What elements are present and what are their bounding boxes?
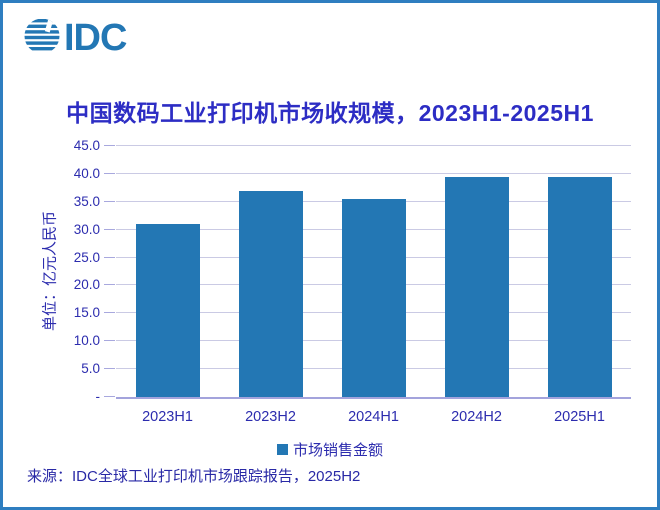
gridline — [116, 172, 631, 174]
y-axis-tick — [104, 396, 115, 397]
plot-area: 2023H1 2023H2 2024H1 2024H2 2025H1 - 5.0 10.0 1… — [74, 138, 631, 425]
y-tick-label: 30.0 — [73, 221, 100, 237]
y-axis-tick — [104, 256, 115, 258]
bar-2024H2 — [444, 176, 509, 397]
legend: 市场销售金额 — [3, 439, 657, 460]
y-axis-tick — [104, 228, 115, 230]
idc-logo-text: IDC — [64, 17, 127, 57]
source-note: 来源：IDC全球工业打印机市场跟踪报告，2025H2 — [27, 468, 361, 485]
bar-2023H1 — [135, 224, 200, 397]
y-tick-label: - — [95, 389, 101, 404]
bar-2025H1 — [547, 177, 612, 397]
y-axis-tick — [104, 284, 115, 286]
y-tick-label: 35.0 — [73, 193, 100, 209]
y-axis-tick — [104, 172, 115, 174]
y-tick-label: 5.0 — [81, 361, 100, 377]
x-tick-label: 2024H2 — [451, 409, 502, 425]
y-axis-tick — [104, 145, 115, 146]
x-tick-label: 2025H1 — [554, 409, 605, 425]
gridline — [116, 145, 631, 146]
globe-icon — [24, 18, 60, 51]
y-tick-label: 15.0 — [73, 305, 100, 321]
legend-label: 市场销售金额 — [292, 442, 383, 459]
x-tick-label: 2023H1 — [142, 409, 193, 425]
x-axis-labels: 2023H1 2023H2 2024H1 2024H2 2025H1 — [116, 409, 631, 425]
y-tick-label: 40.0 — [73, 165, 100, 181]
chart-title: 中国数码工业打印机市场收规模，2023H1-2025H1 — [66, 100, 594, 126]
x-tick-label: 2023H2 — [245, 409, 296, 425]
bar-2023H2 — [238, 190, 303, 397]
bar-2024H1 — [341, 199, 406, 397]
y-axis-tick — [104, 368, 115, 370]
y-axis-tick — [104, 340, 115, 342]
y-tick-label: 10.0 — [73, 333, 100, 349]
y-axis-tick — [104, 312, 115, 314]
idc-logo: IDC — [24, 17, 128, 57]
y-tick-label: 45.0 — [73, 138, 100, 153]
y-axis-tick — [104, 200, 115, 202]
x-tick-label: 2024H1 — [348, 409, 399, 425]
y-tick-label: 25.0 — [73, 249, 100, 265]
legend-swatch-icon — [276, 444, 288, 455]
y-tick-label: 20.0 — [73, 277, 100, 293]
